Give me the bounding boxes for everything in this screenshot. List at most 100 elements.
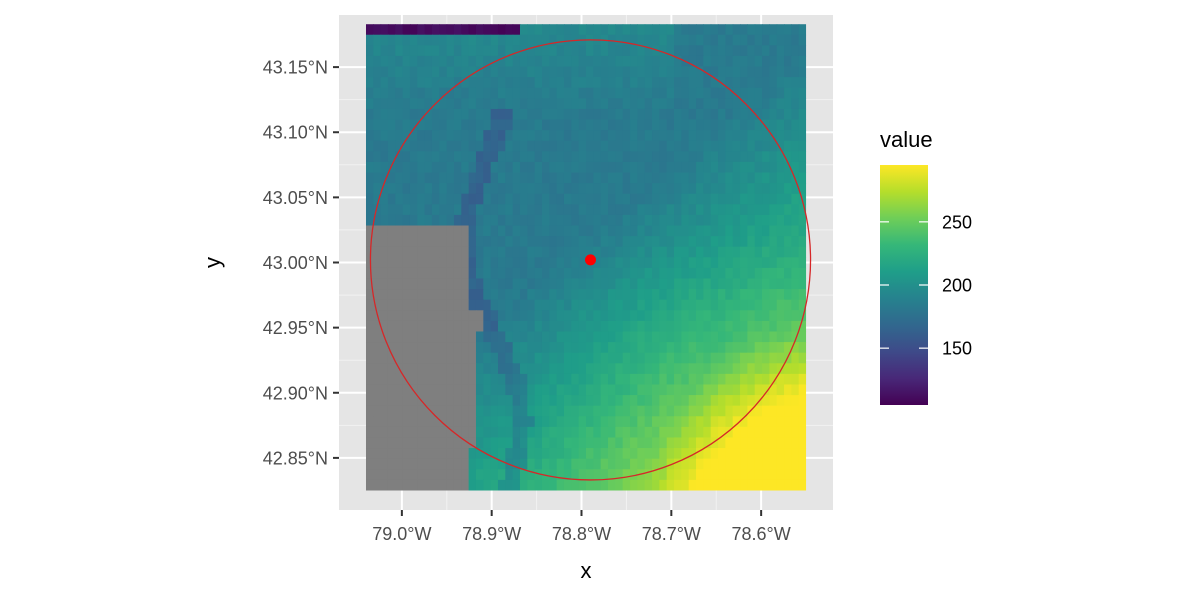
raster-cell <box>425 88 433 99</box>
raster-cell <box>623 24 631 35</box>
raster-cell <box>447 45 455 56</box>
raster-cell <box>417 236 425 247</box>
raster-cell <box>777 45 785 56</box>
raster-cell <box>366 141 374 152</box>
raster-cell <box>439 353 447 364</box>
raster-cell <box>637 416 645 427</box>
raster-cell <box>762 24 770 35</box>
raster-cell <box>505 183 513 194</box>
raster-cell <box>476 225 484 236</box>
raster-cell <box>711 141 719 152</box>
raster-cell <box>725 310 733 321</box>
raster-cell <box>439 67 447 78</box>
raster-cell <box>586 268 594 279</box>
raster-cell <box>579 469 587 480</box>
raster-cell <box>733 459 741 470</box>
raster-cell <box>564 406 572 417</box>
raster-cell <box>674 374 682 385</box>
raster-cell <box>659 35 667 46</box>
raster-cell <box>403 183 411 194</box>
raster-cell <box>762 236 770 247</box>
raster-cell <box>425 204 433 215</box>
raster-cell <box>608 278 616 289</box>
raster-cell <box>777 35 785 46</box>
raster-cell <box>659 173 667 184</box>
raster-cell <box>747 162 755 173</box>
raster-cell <box>630 437 638 448</box>
raster-cell <box>439 321 447 332</box>
raster-cell <box>586 151 594 162</box>
raster-cell <box>791 374 799 385</box>
raster-cell <box>608 363 616 374</box>
raster-cell <box>557 395 565 406</box>
raster-cell <box>667 300 675 311</box>
raster-cell <box>711 35 719 46</box>
raster-cell <box>461 141 469 152</box>
raster-cell <box>601 247 609 258</box>
raster-cell <box>608 395 616 406</box>
raster-cell <box>439 247 447 258</box>
raster-cell <box>733 35 741 46</box>
raster-cell <box>755 437 763 448</box>
raster-cell <box>469 194 477 205</box>
raster-cell <box>593 88 601 99</box>
raster-cell <box>755 310 763 321</box>
raster-cell <box>520 353 528 364</box>
raster-cell <box>674 236 682 247</box>
raster-cell <box>483 321 491 332</box>
raster-cell <box>608 353 616 364</box>
raster-cell <box>740 162 748 173</box>
raster-cell <box>417 289 425 300</box>
raster-cell <box>527 88 535 99</box>
raster-cell <box>432 236 440 247</box>
raster-cell <box>755 363 763 374</box>
raster-cell <box>615 24 623 35</box>
raster-cell <box>491 120 499 131</box>
raster-cell <box>557 215 565 226</box>
raster-cell <box>425 278 433 289</box>
raster-cell <box>615 77 623 88</box>
raster-cell <box>395 194 403 205</box>
raster-cell <box>425 141 433 152</box>
raster-cell <box>703 141 711 152</box>
raster-cell <box>601 141 609 152</box>
raster-cell <box>425 321 433 332</box>
raster-cell <box>681 469 689 480</box>
raster-cell <box>491 162 499 173</box>
raster-cell <box>630 300 638 311</box>
raster-cell <box>388 35 396 46</box>
raster-cell <box>608 236 616 247</box>
raster-cell <box>461 67 469 78</box>
raster-cell <box>799 247 807 258</box>
raster-cell <box>784 289 792 300</box>
raster-cell <box>454 183 462 194</box>
raster-cell <box>439 162 447 173</box>
raster-cell <box>718 56 726 67</box>
raster-cell <box>557 24 565 35</box>
raster-cell <box>681 342 689 353</box>
raster-cell <box>718 120 726 131</box>
raster-cell <box>711 342 719 353</box>
raster-cell <box>791 395 799 406</box>
raster-cell <box>659 416 667 427</box>
raster-cell <box>762 427 770 438</box>
raster-cell <box>718 310 726 321</box>
raster-cell <box>667 173 675 184</box>
raster-cell <box>777 215 785 226</box>
raster-cell <box>784 56 792 67</box>
raster-cell <box>637 151 645 162</box>
raster-cell <box>725 141 733 152</box>
raster-cell <box>425 416 433 427</box>
raster-cell <box>593 204 601 215</box>
raster-cell <box>725 98 733 109</box>
raster-cell <box>527 437 535 448</box>
raster-cell <box>535 120 543 131</box>
raster-cell <box>755 469 763 480</box>
raster-cell <box>498 416 506 427</box>
raster-cell <box>439 448 447 459</box>
raster-cell <box>718 384 726 395</box>
raster-cell <box>615 247 623 258</box>
raster-cell <box>608 448 616 459</box>
raster-cell <box>395 56 403 67</box>
raster-cell <box>791 67 799 78</box>
